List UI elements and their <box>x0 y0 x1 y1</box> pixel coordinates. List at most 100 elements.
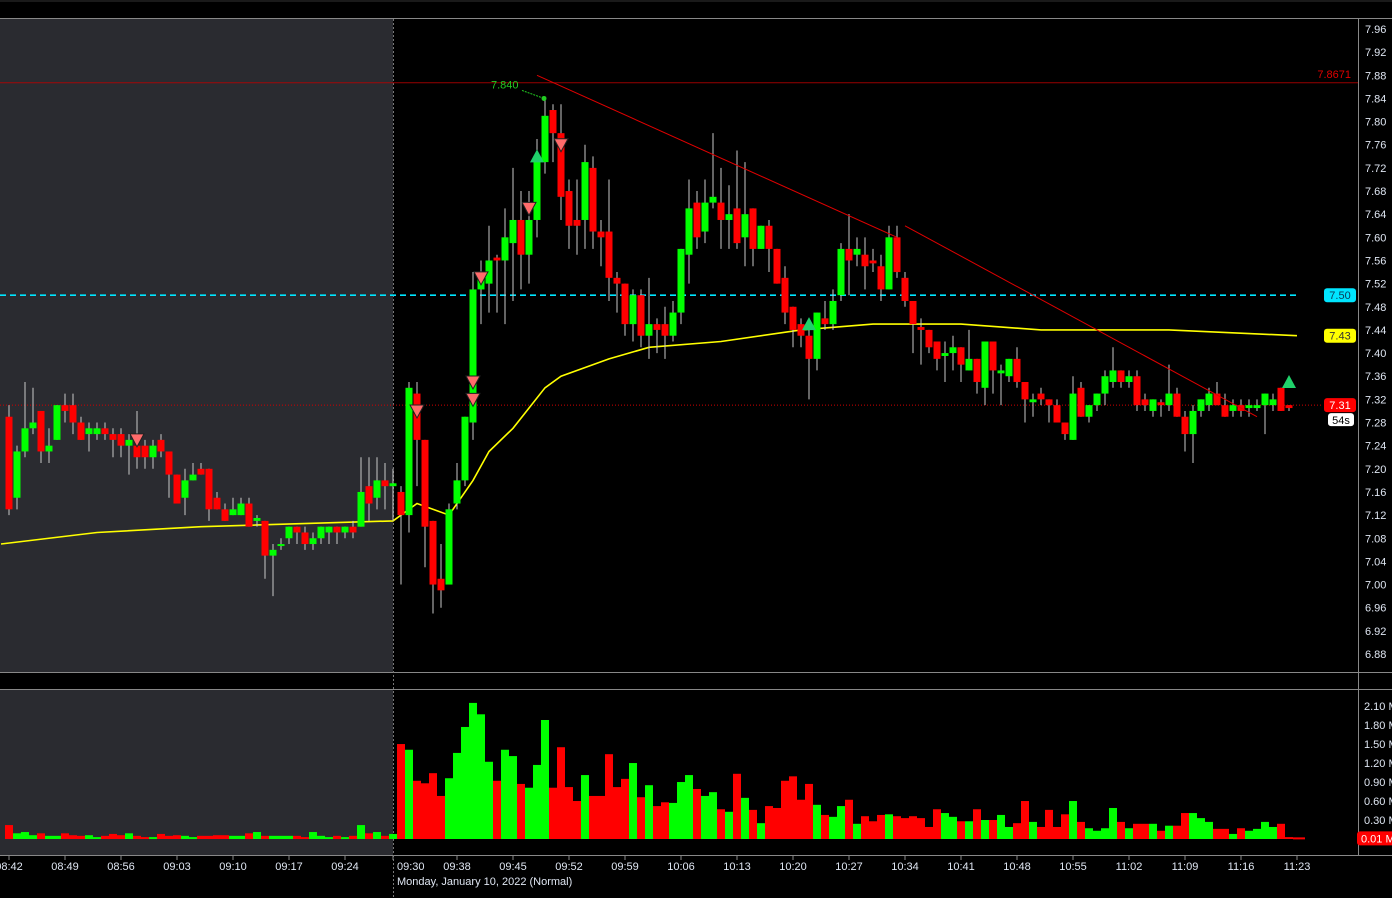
time-tick-label: 11:16 <box>1228 861 1255 873</box>
buy-signal-triangle-icon <box>802 317 816 331</box>
volume-bar-10:57 <box>1093 830 1101 839</box>
volume-bar-09:18 <box>301 837 309 839</box>
candle-body-10:40 <box>957 347 965 365</box>
price-tick-label: 7.96 <box>1365 24 1386 36</box>
volume-bar-10:22 <box>813 804 821 839</box>
volume-bar-09:30 <box>397 744 405 839</box>
candle-body-09:09 <box>229 509 237 516</box>
candle-body-10:23 <box>821 318 829 325</box>
trendline-1[interactable] <box>536 74 898 238</box>
price-tick-label: 7.48 <box>1365 302 1386 314</box>
volume-bar-11:01 <box>1125 828 1133 839</box>
volume-bar-09:19 <box>309 832 317 839</box>
volume-bar-09:40 <box>477 714 485 839</box>
candle-body-10:52 <box>1053 405 1061 423</box>
volume-bar-10:20 <box>797 799 805 839</box>
sell-signal-triangle-icon <box>553 138 569 153</box>
time-tick-label: 09:03 <box>163 861 191 873</box>
candle-body-09:15 <box>277 544 285 547</box>
price-tick-label: 7.04 <box>1365 556 1386 568</box>
volume-bar-08:44 <box>29 835 37 839</box>
last-volume-badge-bg <box>1357 831 1392 846</box>
volume-bar-10:29 <box>869 821 877 839</box>
volume-bar-10:13 <box>741 797 749 839</box>
volume-bar-11:21 <box>1285 837 1293 839</box>
trendlines[interactable] <box>536 74 1258 418</box>
candle-body-08:51 <box>85 428 93 435</box>
volume-bar-09:58 <box>621 778 629 839</box>
price-tick-label: 7.16 <box>1365 487 1386 499</box>
volume-bar-11:16 <box>1245 830 1253 839</box>
candle-body-10:51 <box>1045 399 1053 406</box>
candle-body-09:01 <box>165 451 173 475</box>
volume-bar-11:06 <box>1165 825 1173 839</box>
candle-body-11:06 <box>1165 393 1173 406</box>
candle-body-08:59 <box>149 445 157 458</box>
time-tick-label: 09:30 <box>397 861 425 873</box>
candle-body-11:18 <box>1261 393 1269 406</box>
candle-body-08:47 <box>53 405 61 440</box>
volume-bar-09:29 <box>389 833 397 839</box>
volume-bar-08:45 <box>37 833 45 839</box>
candle-body-09:11 <box>245 503 253 527</box>
volume-bar-10:27 <box>853 823 861 839</box>
volume-bar-09:46 <box>525 787 533 839</box>
volume-bar-09:48 <box>541 719 549 839</box>
candle-body-10:14 <box>749 208 757 249</box>
volume-bar-10:42 <box>973 809 981 839</box>
volume-bar-11:02 <box>1133 823 1141 839</box>
candle-body-09:16 <box>285 526 293 539</box>
sell-signal-triangle-icon <box>521 201 537 217</box>
volume-bar-10:14 <box>749 809 757 839</box>
candle-body-08:42 <box>13 451 21 498</box>
volume-bar-09:56 <box>605 754 613 839</box>
candle-body-09:04 <box>189 474 197 481</box>
time-tick-label: 11:09 <box>1172 861 1199 873</box>
moving-average <box>0 323 1298 545</box>
candle-body-09:52 <box>573 219 581 226</box>
candle-body-10:06 <box>685 208 693 255</box>
candle-body-11:08 <box>1181 416 1189 435</box>
candle-body-10:07 <box>693 202 701 238</box>
sell-signal-triangle-icon <box>465 375 481 391</box>
candle-body-10:13 <box>741 214 749 238</box>
volume-bar-10:32 <box>893 816 901 839</box>
price-tick-label: 6.92 <box>1365 626 1386 638</box>
volume-bar-09:55 <box>597 795 605 839</box>
volume-bar-09:03 <box>181 835 189 839</box>
candle-body-10:03 <box>661 324 669 336</box>
candle-body-10:34 <box>909 300 917 325</box>
volume-bar-08:47 <box>53 835 61 839</box>
sell-signal-triangle-icon <box>465 392 481 408</box>
candle-body-09:34 <box>429 520 437 585</box>
candle-body-10:26 <box>845 248 853 261</box>
volume-bar-08:51 <box>85 835 93 839</box>
candle-body-09:53 <box>581 162 589 220</box>
candle-body-09:43 <box>501 237 509 261</box>
volume-bar-09:42 <box>493 780 501 839</box>
volume-bar-10:10 <box>717 809 725 839</box>
candle-body-09:03 <box>181 480 189 498</box>
candle-body-09:26 <box>365 486 373 504</box>
volume-bar-09:22 <box>333 835 341 839</box>
volume-bar-11:15 <box>1237 828 1245 839</box>
candle-body-11:14 <box>1229 405 1237 411</box>
signal-markers <box>129 89 1296 448</box>
candle-body-11:20 <box>1277 387 1285 411</box>
candle-body-10:35 <box>917 327 925 330</box>
date-label: Monday, January 10, 2022 (Normal) <box>397 876 572 888</box>
candle-body-09:55 <box>597 231 605 238</box>
volume-bar-09:15 <box>277 835 285 839</box>
trendline-2[interactable] <box>904 225 1258 418</box>
volume-bar-09:05 <box>197 835 205 839</box>
price-tick-label: 7.20 <box>1365 464 1386 476</box>
candle-body-11:04 <box>1149 399 1157 411</box>
candle-body-09:10 <box>237 503 245 516</box>
candle-body-09:59 <box>629 295 637 325</box>
candle-body-08:55 <box>117 434 125 446</box>
price-tick-label: 6.88 <box>1365 649 1386 661</box>
volume-bar-10:07 <box>693 788 701 839</box>
cyan-level-badge: 7.50 <box>1329 290 1350 302</box>
candle-body-10:57 <box>1093 393 1101 406</box>
